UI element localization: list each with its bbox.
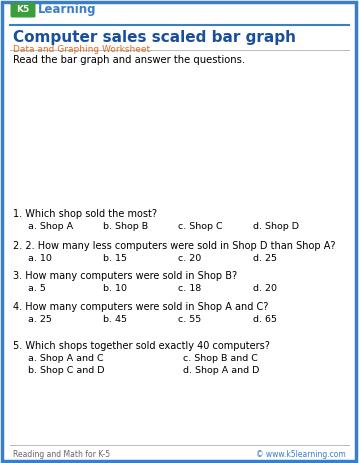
Text: K5: K5	[17, 6, 30, 14]
Text: a. 10: a. 10	[28, 254, 52, 263]
Text: 1. Which shop sold the most?: 1. Which shop sold the most?	[13, 209, 157, 219]
Bar	[188, 168, 219, 252]
Y-axis label: Number of computers sold: Number of computers sold	[12, 117, 21, 219]
Text: Computer sales scaled bar graph: Computer sales scaled bar graph	[13, 30, 296, 45]
Text: c. Shop C: c. Shop C	[178, 222, 223, 231]
Text: © www.k5learning.com: © www.k5learning.com	[256, 450, 346, 459]
Bar	[96, 140, 127, 252]
FancyBboxPatch shape	[2, 2, 356, 461]
Bar	[142, 83, 173, 252]
Text: 4. How many computers were sold in Shop A and C?: 4. How many computers were sold in Shop …	[13, 302, 269, 312]
Text: a. 25: a. 25	[28, 315, 52, 324]
Text: a. 5: a. 5	[28, 284, 46, 293]
Text: d. 65: d. 65	[253, 315, 277, 324]
Text: b. 45: b. 45	[103, 315, 127, 324]
Title: Computers sold in four shops: Computers sold in four shops	[48, 71, 221, 81]
Text: a. Shop A and C: a. Shop A and C	[28, 354, 104, 363]
Text: Reading and Math for K-5: Reading and Math for K-5	[13, 450, 110, 459]
Text: d. Shop A and D: d. Shop A and D	[183, 366, 259, 375]
Text: d. 20: d. 20	[253, 284, 277, 293]
Text: c. 20: c. 20	[178, 254, 201, 263]
FancyBboxPatch shape	[10, 2, 36, 18]
Text: 5. Which shops together sold exactly 40 computers?: 5. Which shops together sold exactly 40 …	[13, 341, 270, 351]
Text: d. 25: d. 25	[253, 254, 277, 263]
Text: Data and Graphing Worksheet: Data and Graphing Worksheet	[13, 45, 150, 54]
Text: c. 18: c. 18	[178, 284, 201, 293]
Text: Learning: Learning	[38, 4, 97, 17]
Text: b. 15: b. 15	[103, 254, 127, 263]
Text: c. Shop B and C: c. Shop B and C	[183, 354, 258, 363]
Text: a. Shop A: a. Shop A	[28, 222, 73, 231]
Text: b. Shop B: b. Shop B	[103, 222, 148, 231]
Text: c. 55: c. 55	[178, 315, 201, 324]
Text: 2. 2. How many less computers were sold in Shop D than Shop A?: 2. 2. How many less computers were sold …	[13, 241, 336, 251]
Text: b. 10: b. 10	[103, 284, 127, 293]
Text: 3. How many computers were sold in Shop B?: 3. How many computers were sold in Shop …	[13, 271, 237, 281]
Bar	[50, 112, 81, 252]
Text: b. Shop C and D: b. Shop C and D	[28, 366, 104, 375]
Text: Read the bar graph and answer the questions.: Read the bar graph and answer the questi…	[13, 55, 245, 65]
Text: d. Shop D: d. Shop D	[253, 222, 299, 231]
